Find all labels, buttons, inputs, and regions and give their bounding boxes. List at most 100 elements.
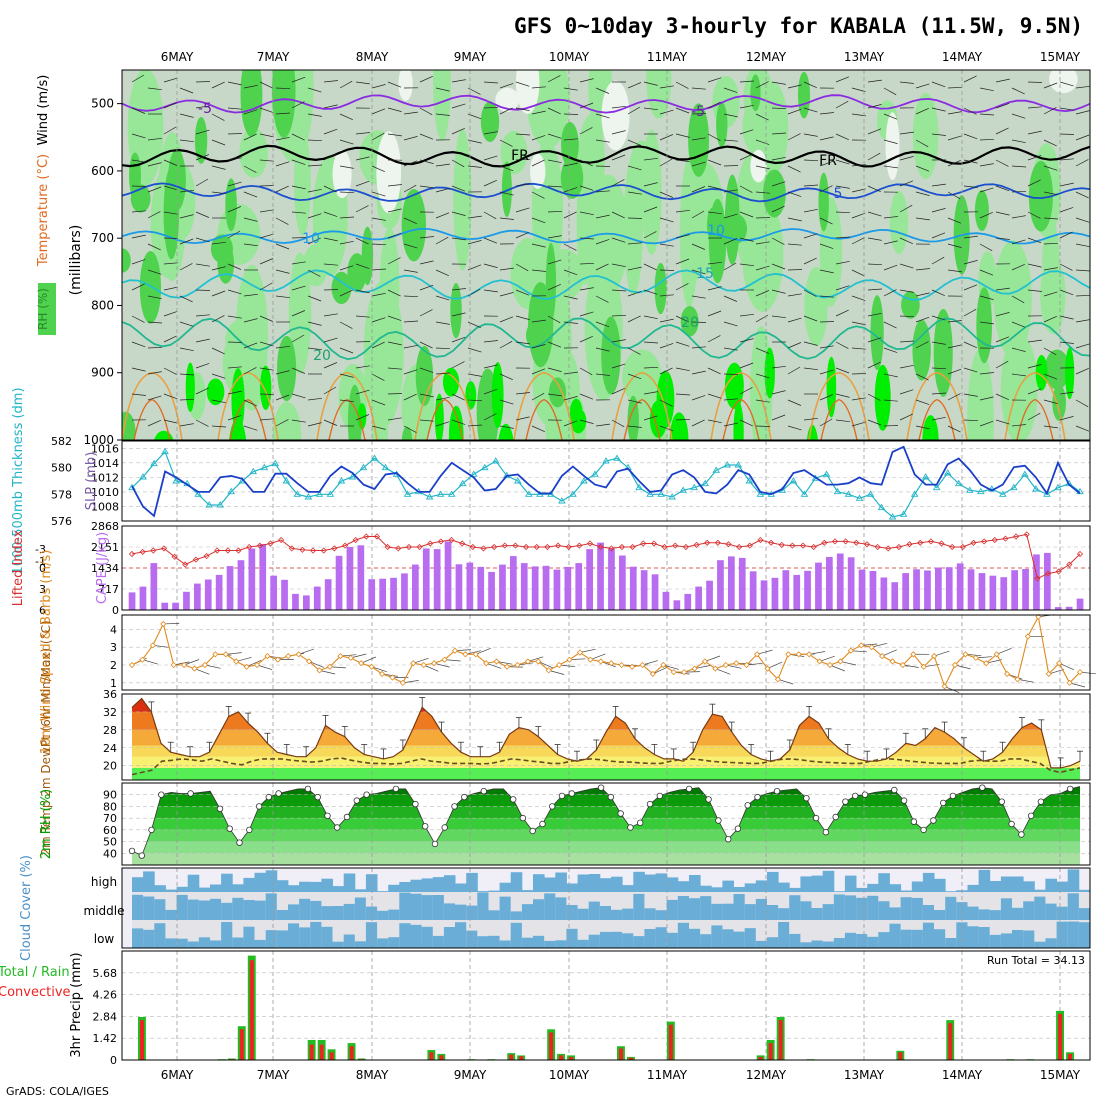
wind-barb xyxy=(704,655,721,662)
cloud-cell xyxy=(544,893,556,920)
wind-barb xyxy=(163,262,178,265)
wind-barb xyxy=(675,258,690,265)
wind-speed-point xyxy=(816,658,823,665)
cloud-clear-cell xyxy=(1078,892,1091,920)
y-tick-label: 24 xyxy=(103,742,117,755)
cloud-cell xyxy=(432,895,445,920)
wind-barb xyxy=(963,133,978,140)
wind-barb xyxy=(851,188,866,193)
wind-barb xyxy=(777,678,794,685)
wind-barb xyxy=(595,263,609,271)
wind-barb xyxy=(147,269,162,275)
cloud-cell xyxy=(744,883,757,892)
thickness-point xyxy=(668,493,676,500)
rh-band xyxy=(132,794,1080,807)
precip-conv-bar xyxy=(1058,1013,1063,1060)
cloud-cell xyxy=(800,876,812,892)
rh-contour-area xyxy=(277,335,297,402)
cape-bar xyxy=(924,570,931,610)
wind-barb xyxy=(211,315,225,323)
cloud-cell xyxy=(1045,903,1057,920)
cloud-clear-cell xyxy=(811,892,824,920)
cloud-cell xyxy=(733,894,746,920)
cape-bar xyxy=(412,564,419,610)
wind-barb xyxy=(819,160,834,167)
wind-barb xyxy=(611,154,626,161)
wind-barb xyxy=(435,113,450,116)
wind-barb xyxy=(499,165,514,172)
wind-barb xyxy=(867,211,882,217)
rh-contour-area xyxy=(210,234,233,264)
cloud-cell xyxy=(967,884,980,892)
rh-contour-area xyxy=(649,400,668,438)
wind-barb xyxy=(771,365,786,369)
cape-bar xyxy=(303,595,310,610)
y-tick-label-left: 6 xyxy=(39,604,46,617)
wind-barb xyxy=(211,113,225,121)
wind-barb xyxy=(547,393,562,397)
wind-barb xyxy=(451,159,465,168)
cape-bar xyxy=(619,555,626,610)
cape-bar xyxy=(161,602,169,610)
wind-barb xyxy=(694,665,711,669)
wind-barb xyxy=(611,130,626,135)
cape-bar xyxy=(858,569,866,610)
li-point xyxy=(523,543,530,551)
wind-barb xyxy=(1027,81,1043,83)
wind-barb xyxy=(1027,263,1042,268)
cloud-cell xyxy=(911,881,924,892)
wind-barb xyxy=(739,338,754,343)
wind-barb xyxy=(947,135,962,141)
axis-label: Wind (m/s) xyxy=(36,75,51,146)
rh2m-point xyxy=(1027,812,1035,819)
y-tick-label: 900 xyxy=(91,366,114,380)
cloud-cell xyxy=(310,881,322,892)
date-tick-label: 12MAY xyxy=(746,1068,787,1082)
cape-bar xyxy=(510,556,517,610)
wind-barb xyxy=(275,269,290,274)
li-point xyxy=(235,547,242,554)
axis-label: 3hr Precip (mm) xyxy=(69,952,84,1057)
wind-barb xyxy=(371,165,385,173)
li-point xyxy=(842,538,849,545)
wind-barb xyxy=(979,113,995,116)
wind-barb xyxy=(547,75,561,83)
wind-barb xyxy=(131,393,146,396)
wind-barb xyxy=(291,185,306,190)
cloud-cell xyxy=(711,903,723,920)
cape-bar xyxy=(597,542,604,610)
cape-bar xyxy=(738,557,746,610)
wind-barb xyxy=(867,263,883,266)
wind-barb xyxy=(771,205,785,213)
wind-barb xyxy=(787,399,802,406)
cloud-cell xyxy=(176,938,189,948)
wind-barb xyxy=(259,367,274,371)
wind-barb xyxy=(995,287,1010,291)
temp-band xyxy=(132,767,1080,780)
isotherm-30 xyxy=(426,398,464,440)
y-tick-label: 90 xyxy=(103,789,117,802)
rh-contour-area xyxy=(347,253,367,293)
wind-barb xyxy=(739,129,754,135)
rh-dry-area xyxy=(376,131,402,214)
wind-barb xyxy=(1075,319,1090,323)
wind-barb xyxy=(531,243,546,248)
cloud-cell xyxy=(143,929,155,948)
li-point xyxy=(768,539,775,546)
wind-barb xyxy=(563,138,578,141)
wind-barb xyxy=(1043,217,1059,220)
wind-barb xyxy=(1075,191,1089,199)
thickness-point xyxy=(723,461,732,468)
wind-barb xyxy=(435,372,451,375)
rh2m-point xyxy=(803,795,810,802)
thickness-point xyxy=(216,501,224,508)
wind-speed-point xyxy=(472,651,479,658)
cape-bar xyxy=(390,577,397,610)
wind-barb xyxy=(723,139,738,142)
rh2m-point xyxy=(891,786,898,794)
rh2m-point xyxy=(148,826,155,834)
li-point xyxy=(192,556,199,563)
wind-barb xyxy=(627,399,642,404)
wind-barb xyxy=(307,397,322,401)
wind-barb xyxy=(643,415,658,421)
